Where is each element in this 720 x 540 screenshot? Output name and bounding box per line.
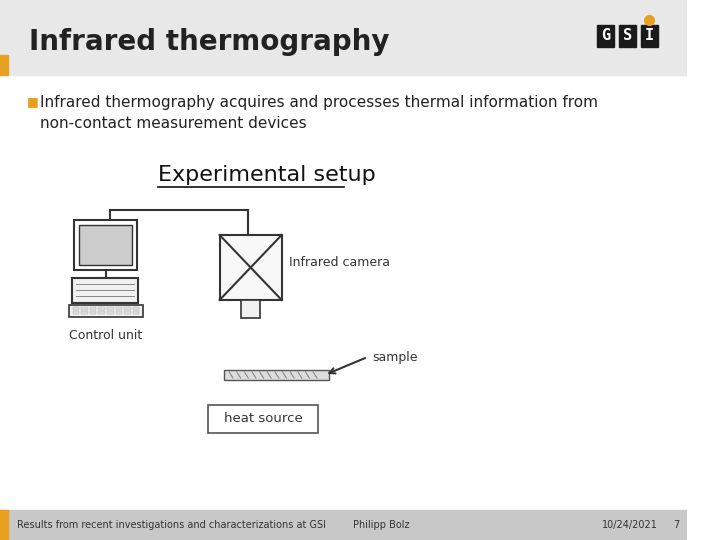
Text: Infrared thermography: Infrared thermography bbox=[29, 28, 389, 56]
Bar bbox=[81, 311, 88, 314]
Bar bbox=[90, 307, 96, 310]
Bar bbox=[90, 311, 96, 314]
Text: I: I bbox=[644, 29, 654, 44]
Text: Control unit: Control unit bbox=[69, 329, 142, 342]
Text: Infrared camera: Infrared camera bbox=[289, 256, 390, 269]
Bar bbox=[81, 307, 88, 310]
Text: 10/24/2021: 10/24/2021 bbox=[601, 520, 657, 530]
Text: Results from recent investigations and characterizations at GSI: Results from recent investigations and c… bbox=[17, 520, 326, 530]
Text: 7: 7 bbox=[673, 520, 680, 530]
Bar bbox=[0, 55, 8, 75]
Bar bbox=[0, 0, 688, 75]
Bar bbox=[71, 278, 138, 303]
Bar bbox=[618, 25, 636, 47]
Bar bbox=[641, 25, 658, 47]
Bar bbox=[241, 300, 260, 318]
Bar bbox=[124, 307, 131, 310]
Bar bbox=[73, 311, 79, 314]
Bar bbox=[115, 307, 122, 310]
Bar bbox=[597, 25, 614, 47]
Bar bbox=[107, 311, 114, 314]
Bar bbox=[225, 370, 330, 380]
Text: Infrared thermography acquires and processes thermal information from
non-contac: Infrared thermography acquires and proce… bbox=[40, 95, 598, 131]
Text: Philipp Bolz: Philipp Bolz bbox=[354, 520, 410, 530]
Text: ■: ■ bbox=[27, 95, 38, 108]
Text: heat source: heat source bbox=[224, 413, 302, 426]
Text: sample: sample bbox=[372, 350, 418, 363]
Bar bbox=[115, 311, 122, 314]
Bar bbox=[132, 311, 140, 314]
Bar bbox=[132, 307, 140, 310]
Bar bbox=[107, 307, 114, 310]
Bar bbox=[73, 307, 79, 310]
Bar bbox=[0, 510, 688, 540]
Bar bbox=[99, 307, 105, 310]
Bar bbox=[79, 225, 132, 265]
Text: G: G bbox=[600, 29, 610, 44]
Bar bbox=[74, 220, 137, 270]
Text: Experimental setup: Experimental setup bbox=[158, 165, 375, 185]
Bar bbox=[0, 510, 8, 540]
Bar bbox=[220, 235, 282, 300]
Bar bbox=[208, 405, 318, 433]
Bar bbox=[124, 311, 131, 314]
Bar bbox=[68, 305, 143, 317]
Bar bbox=[99, 311, 105, 314]
Text: S: S bbox=[623, 29, 632, 44]
